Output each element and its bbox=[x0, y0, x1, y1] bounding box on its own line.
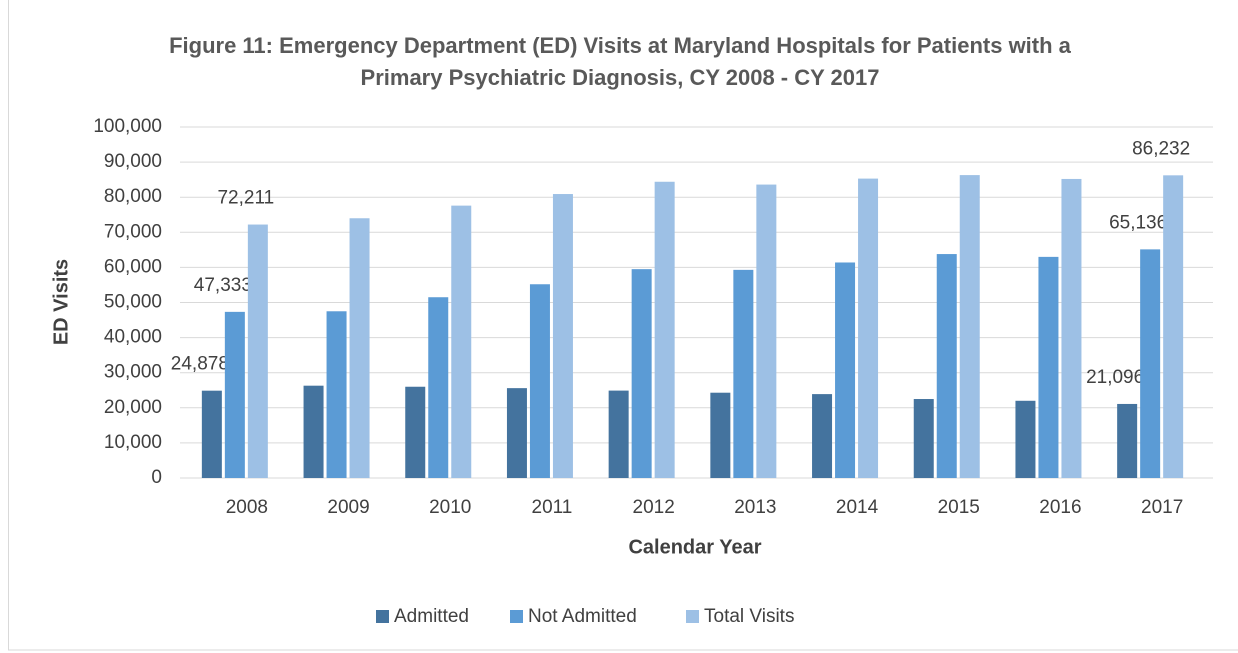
legend-swatch bbox=[376, 610, 389, 623]
x-tick-label: 2013 bbox=[734, 497, 776, 518]
y-tick-label: 40,000 bbox=[104, 327, 162, 348]
bar bbox=[936, 254, 957, 478]
bar bbox=[451, 205, 472, 478]
bar bbox=[710, 392, 731, 478]
y-axis-title: ED Visits bbox=[50, 259, 72, 345]
y-tick-label: 50,000 bbox=[104, 292, 162, 313]
x-tick-label: 2011 bbox=[532, 497, 573, 518]
x-tick-label: 2012 bbox=[633, 497, 675, 518]
x-tick-label: 2008 bbox=[226, 497, 268, 518]
bar bbox=[608, 390, 629, 478]
chart-title: Figure 11: Emergency Department (ED) Vis… bbox=[169, 33, 1071, 90]
data-label: 72,211 bbox=[217, 188, 274, 209]
bar bbox=[1140, 249, 1161, 478]
x-axis-title: Calendar Year bbox=[628, 536, 761, 558]
bar bbox=[428, 297, 449, 478]
bar bbox=[529, 284, 550, 478]
bar bbox=[326, 311, 347, 478]
legend-swatch bbox=[510, 610, 523, 623]
bar bbox=[224, 311, 245, 478]
bar bbox=[812, 394, 833, 478]
x-tick-label: 2016 bbox=[1039, 497, 1081, 518]
y-tick-label: 90,000 bbox=[104, 151, 162, 172]
bar bbox=[835, 262, 856, 478]
bar bbox=[552, 194, 573, 478]
data-label: 65,136 bbox=[1109, 212, 1167, 233]
data-label: 24,878 bbox=[171, 354, 229, 375]
x-tick-label: 2015 bbox=[938, 497, 980, 518]
data-label: 21,096 bbox=[1086, 367, 1144, 388]
y-tick-label: 20,000 bbox=[104, 397, 162, 418]
data-label: 47,333 bbox=[194, 275, 252, 296]
bar bbox=[756, 184, 777, 478]
bar bbox=[913, 399, 934, 478]
frame bbox=[8, 0, 1238, 651]
bar bbox=[858, 178, 879, 479]
x-tick-label: 2010 bbox=[429, 497, 471, 518]
bar bbox=[654, 181, 675, 479]
y-tick-label: 30,000 bbox=[104, 362, 162, 383]
y-tick-label: 100,000 bbox=[93, 116, 162, 137]
data-label: 86,232 bbox=[1132, 138, 1190, 159]
legend-label: Not Admitted bbox=[528, 606, 637, 627]
bar bbox=[959, 175, 980, 478]
legend-label: Total Visits bbox=[704, 606, 794, 627]
bar bbox=[247, 224, 268, 478]
bar bbox=[201, 390, 222, 478]
y-tick-label: 0 bbox=[151, 467, 162, 488]
y-tick-label: 80,000 bbox=[104, 186, 162, 207]
bar bbox=[1061, 178, 1082, 478]
y-tick-label: 70,000 bbox=[104, 221, 162, 242]
legend-label: Admitted bbox=[394, 606, 469, 627]
bar bbox=[1015, 400, 1036, 478]
bar bbox=[1038, 256, 1059, 478]
bar bbox=[506, 388, 527, 478]
x-tick-label: 2017 bbox=[1141, 497, 1183, 518]
y-tick-label: 10,000 bbox=[104, 432, 162, 453]
y-tick-label: 60,000 bbox=[104, 256, 162, 277]
bar bbox=[303, 385, 324, 478]
bar bbox=[1163, 175, 1184, 478]
bar bbox=[405, 386, 426, 478]
bar bbox=[733, 269, 754, 478]
x-tick-label: 2009 bbox=[327, 497, 369, 518]
bar bbox=[1117, 403, 1138, 478]
bar bbox=[349, 218, 370, 478]
bar bbox=[631, 269, 652, 478]
legend-swatch bbox=[686, 610, 699, 623]
x-tick-label: 2014 bbox=[836, 497, 879, 518]
